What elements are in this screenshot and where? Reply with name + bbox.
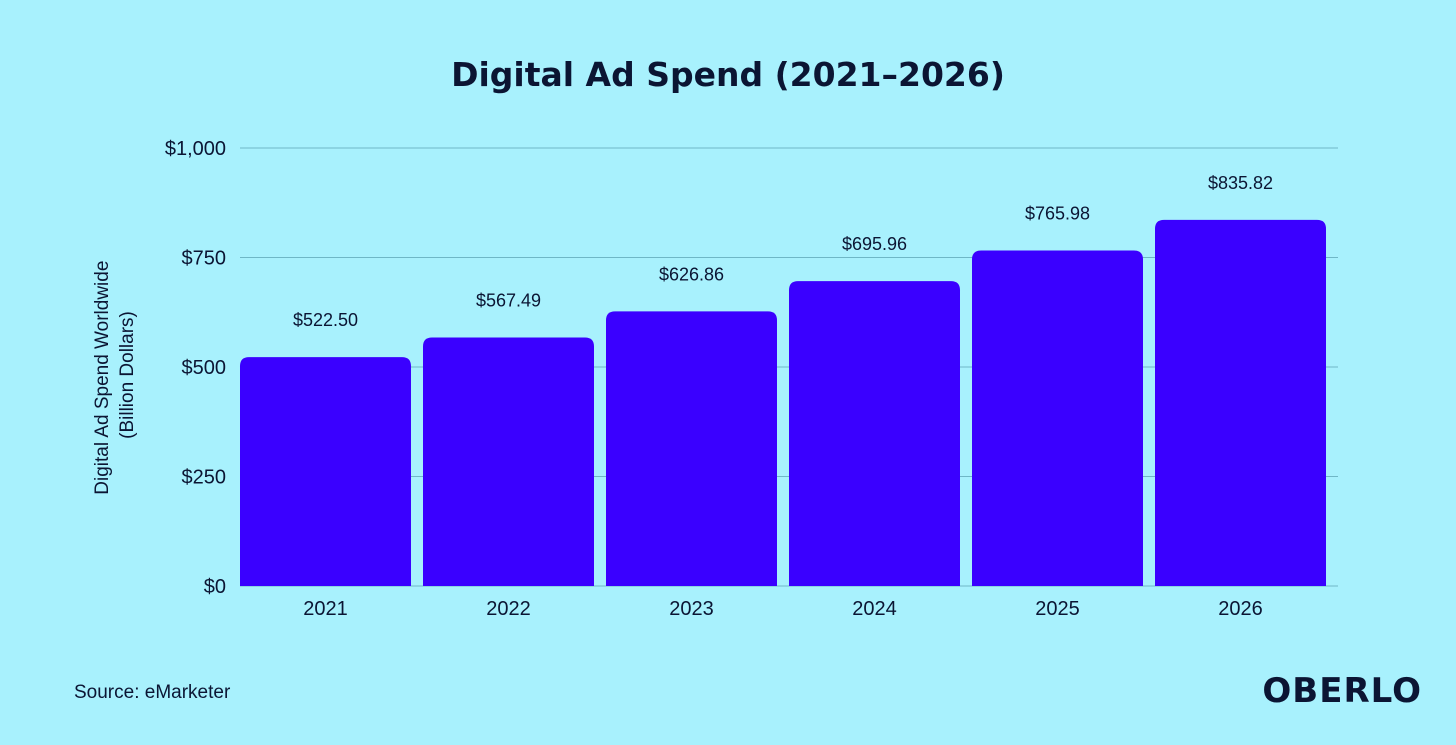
x-tick-label-2021: 2021	[303, 598, 348, 620]
y-tick-label: $750	[182, 248, 227, 270]
data-labels: $522.50 $567.49 $626.86 $695.96 $765.98 $835.…	[293, 173, 1273, 330]
y-axis-label: Digital Ad Spend Worldwide (Billion Doll…	[92, 255, 138, 494]
y-tick-label: $1,000	[165, 138, 226, 160]
source-note: Source: eMarketer	[74, 682, 231, 703]
data-label-2021: $522.50	[293, 310, 358, 330]
bar-2023	[606, 311, 777, 586]
data-label-2026: $835.82	[1208, 173, 1273, 193]
chart-title: Digital Ad Spend (2021–2026)	[451, 55, 1005, 94]
y-axis-ticks: $0 $250 $500 $750 $1,000	[165, 138, 226, 598]
data-label-2023: $626.86	[659, 264, 724, 284]
bar-2025	[972, 250, 1143, 586]
bar-2021	[240, 357, 411, 586]
x-axis-ticks: 2021 2022 2023 2024 2025 2026	[303, 598, 1263, 620]
oberlo-logo: OBERLO	[1262, 671, 1422, 711]
x-tick-label-2026: 2026	[1218, 598, 1263, 620]
data-label-2022: $567.49	[476, 290, 541, 310]
data-label-2024: $695.96	[842, 234, 907, 254]
y-tick-label: $500	[182, 357, 227, 379]
bar-2026	[1155, 219, 1326, 587]
bar-2022	[423, 337, 594, 586]
x-tick-label-2022: 2022	[486, 598, 531, 620]
x-tick-label-2025: 2025	[1035, 598, 1080, 620]
y-axis-label-line-1: Digital Ad Spend Worldwide	[92, 261, 113, 495]
x-tick-label-2024: 2024	[852, 598, 897, 620]
data-label-2025: $765.98	[1025, 204, 1090, 224]
y-axis-label-line-2: (Billion Dollars)	[117, 311, 138, 439]
y-tick-label: $250	[182, 467, 227, 489]
bars	[240, 219, 1326, 587]
y-tick-label: $0	[204, 576, 226, 598]
x-tick-label-2023: 2023	[669, 598, 714, 620]
bar-2024	[789, 281, 960, 586]
